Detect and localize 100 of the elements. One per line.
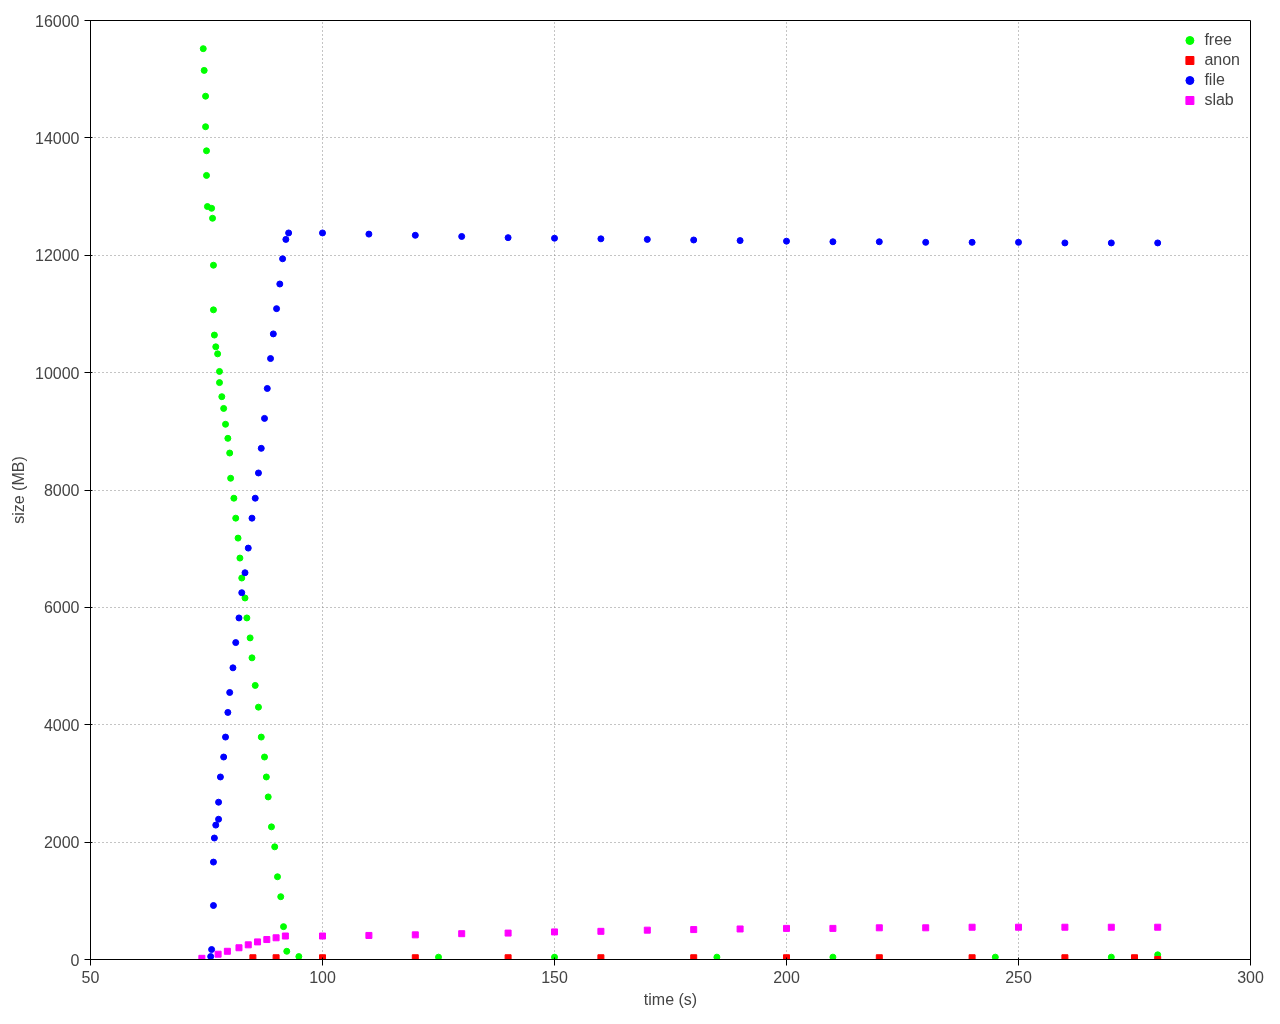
y-tick-label: 6000	[43, 599, 80, 617]
point	[199, 45, 207, 53]
point	[238, 589, 246, 597]
y-tick-label: 0	[70, 951, 80, 969]
point	[968, 923, 976, 931]
point	[209, 261, 217, 269]
point	[968, 954, 976, 960]
point	[365, 931, 373, 939]
point	[713, 953, 721, 960]
point	[261, 753, 268, 761]
point	[226, 688, 234, 696]
point	[218, 393, 226, 401]
x-tick-label: 150	[541, 968, 568, 986]
y-tick-label: 8000	[43, 482, 80, 499]
point	[783, 237, 790, 245]
point	[209, 214, 217, 222]
point	[736, 237, 744, 245]
point	[227, 474, 235, 482]
point	[276, 280, 284, 288]
point	[248, 654, 256, 662]
point	[210, 331, 218, 339]
y-tick-label: 16000	[35, 12, 80, 30]
point	[235, 614, 243, 622]
point	[690, 926, 698, 934]
point	[875, 238, 883, 246]
point	[551, 234, 558, 242]
legend-label: free	[1204, 31, 1232, 49]
point	[1107, 239, 1115, 247]
point	[209, 902, 217, 909]
point	[267, 355, 275, 363]
point	[263, 936, 271, 944]
point	[215, 815, 223, 823]
point	[922, 238, 930, 246]
y-tick-label: 2000	[43, 834, 80, 852]
point	[1131, 954, 1138, 960]
point	[783, 954, 790, 960]
point	[243, 614, 251, 622]
y-tick-label: 12000	[35, 247, 80, 265]
point	[207, 953, 215, 960]
point	[235, 944, 243, 952]
point	[435, 953, 442, 960]
x-tick-label: 300	[1237, 968, 1264, 986]
point	[222, 420, 230, 428]
point	[254, 469, 262, 477]
point	[212, 821, 220, 829]
point	[829, 924, 837, 932]
point	[224, 708, 232, 716]
point	[736, 925, 744, 933]
x-tick-label: 200	[773, 968, 800, 986]
point	[690, 236, 698, 244]
point	[280, 923, 288, 931]
point	[202, 123, 210, 131]
point	[281, 932, 289, 940]
point	[209, 858, 217, 866]
point	[1061, 954, 1069, 960]
x-tick-label: 50	[81, 968, 100, 986]
point	[551, 928, 558, 936]
point	[257, 444, 265, 452]
point	[273, 873, 281, 881]
point	[504, 234, 512, 242]
point	[223, 947, 231, 955]
point	[597, 954, 605, 960]
y-tick-label: 14000	[35, 129, 80, 147]
point	[208, 946, 216, 954]
point	[232, 639, 240, 647]
point	[254, 703, 262, 711]
point	[220, 404, 228, 412]
point	[248, 514, 256, 522]
point	[285, 229, 293, 237]
point	[319, 932, 326, 940]
point	[1061, 239, 1069, 247]
point	[271, 843, 279, 851]
y-axis-title: size (MB)	[10, 456, 28, 524]
point	[1154, 239, 1162, 247]
point	[241, 569, 249, 577]
point	[597, 927, 605, 935]
point	[1107, 953, 1115, 960]
point	[411, 954, 419, 960]
point	[279, 255, 287, 263]
point	[200, 66, 208, 74]
legend-label: anon	[1204, 51, 1240, 69]
point	[690, 954, 698, 960]
point	[551, 953, 558, 960]
legend-label: file	[1204, 71, 1225, 89]
point	[875, 954, 883, 960]
point	[198, 954, 206, 960]
point	[251, 494, 259, 502]
point	[202, 92, 210, 100]
point	[236, 554, 244, 562]
point	[269, 330, 277, 338]
point	[277, 893, 285, 901]
point	[283, 947, 291, 955]
point	[411, 231, 419, 239]
point	[922, 924, 930, 932]
point	[267, 823, 275, 831]
point	[875, 924, 883, 932]
point	[1154, 923, 1162, 931]
y-tick-label: 10000	[35, 364, 80, 382]
point	[241, 594, 249, 602]
point	[222, 733, 230, 741]
